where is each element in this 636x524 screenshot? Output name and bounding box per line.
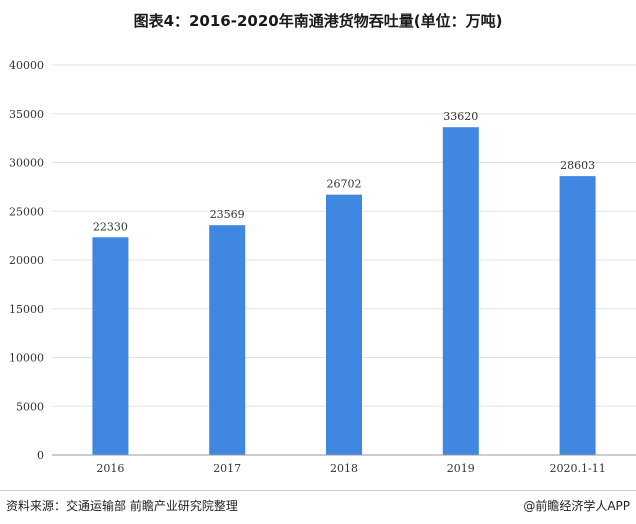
data-label: 33620 (443, 110, 478, 123)
bar-chart: 0 5000 10000 15000 20000 25000 30000 35000 40000… (9, 59, 636, 475)
x-tick-label: 2020.1-11 (549, 462, 605, 475)
source-note: 资料来源：交通运输部 前瞻产业研究院整理 (6, 499, 238, 513)
x-tick-label: 2016 (96, 462, 124, 475)
data-label: 28603 (560, 159, 595, 172)
data-label: 23569 (210, 208, 245, 221)
chart-title: 图表4：2016-2020年南通港货物吞吐量(单位：万吨) (133, 12, 503, 30)
brand-credit: @前瞻经济学人APP (523, 499, 630, 513)
y-tick-label: 40000 (9, 59, 44, 72)
y-tick-label: 35000 (9, 108, 44, 121)
bars (92, 127, 596, 456)
x-tick-label: 2017 (213, 462, 241, 475)
y-tick-label: 30000 (9, 157, 44, 170)
bar-2017 (209, 225, 246, 455)
y-axis-ticks: 0 5000 10000 15000 20000 25000 30000 35000 40000 (9, 59, 44, 462)
x-axis-ticks: 2016 2017 2018 2019 2020.1-11 (96, 462, 605, 475)
y-tick-label: 0 (37, 449, 44, 462)
data-labels: 22330 23569 26702 33620 28603 (93, 110, 595, 233)
y-tick-label: 20000 (9, 254, 44, 267)
x-tick-label: 2018 (330, 462, 358, 475)
y-tick-label: 25000 (9, 205, 44, 218)
y-tick-label: 10000 (9, 352, 44, 365)
data-label: 26702 (327, 178, 362, 191)
footer: 资料来源：交通运输部 前瞻产业研究院整理 @前瞻经济学人APP (0, 490, 636, 524)
bar-2020.1-11 (559, 176, 596, 456)
bar-2016 (92, 237, 129, 455)
y-tick-label: 15000 (9, 303, 44, 316)
y-tick-label: 5000 (16, 400, 44, 413)
x-tick-label: 2019 (447, 462, 475, 475)
bar-2018 (326, 194, 362, 455)
data-label: 22330 (93, 220, 128, 233)
bar-2019 (442, 127, 479, 455)
